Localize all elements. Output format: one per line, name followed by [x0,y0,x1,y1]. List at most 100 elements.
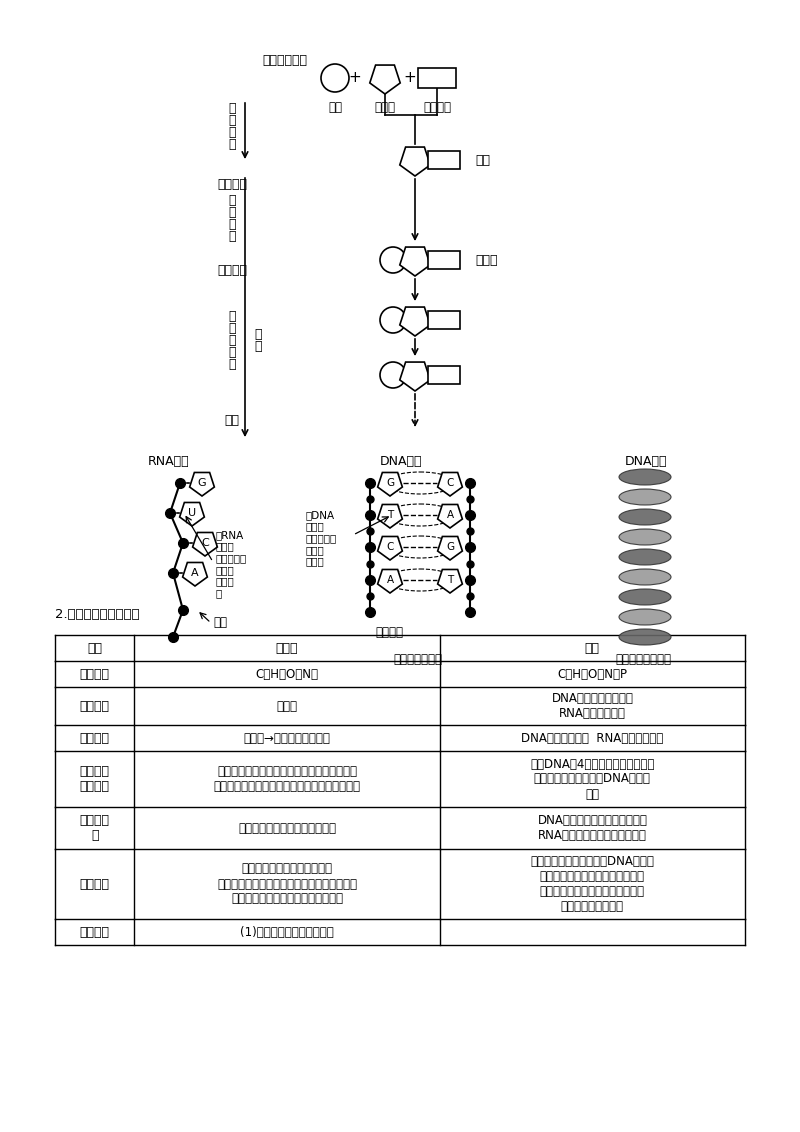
Text: 组成单位: 组成单位 [80,700,110,712]
Bar [418,68,456,88]
Text: 在DNA
中，有
胸腺嘧啶，
而没有
尿嘧啶: 在DNA 中，有 胸腺嘧啶， 而没有 尿嘧啶 [305,511,336,566]
Text: 氨基酸: 氨基酸 [277,700,298,712]
Text: G: G [386,478,394,488]
Text: 分子结构: 分子结构 [80,731,110,745]
Text: 所有的蛋白质都在核糖体上合成: 所有的蛋白质都在核糖体上合成 [238,822,336,834]
Text: 水: 水 [228,206,236,218]
Polygon shape [438,505,462,528]
Text: 基本单位: 基本单位 [217,179,247,191]
Polygon shape [400,307,430,336]
Text: 核酸: 核酸 [585,642,600,654]
Circle shape [380,362,406,388]
Text: 结构蛋白：构成细胞和生物体
功能蛋白：催化、运输、免疫、信息传递和调
节。蛋白质是生命活动的主要承担者: 结构蛋白：构成细胞和生物体 功能蛋白：催化、运输、免疫、信息传递和调 节。蛋白质… [217,863,357,906]
Text: +: + [404,70,416,86]
Text: 分子结构
的多样性: 分子结构 的多样性 [80,765,110,794]
Text: +: + [349,70,362,86]
Text: 构: 构 [254,328,262,342]
Circle shape [321,65,349,92]
Polygon shape [193,532,218,556]
Ellipse shape [619,529,671,544]
Text: 五碳糖: 五碳糖 [374,101,395,114]
Text: DNA分子: DNA分子 [625,455,667,468]
Text: 互: 互 [228,113,236,127]
Text: 核苷: 核苷 [475,154,490,166]
Polygon shape [400,247,430,276]
Text: C、H、O、N等: C、H、O、N等 [255,668,318,680]
Bar [428,151,460,169]
Text: 两: 两 [228,345,236,359]
Ellipse shape [619,469,671,484]
Text: RNA分子: RNA分子 [148,455,190,468]
Text: A: A [191,568,199,578]
Text: 脱氧核糖: 脱氧核糖 [375,626,403,640]
Ellipse shape [619,489,671,505]
Polygon shape [370,65,400,94]
Polygon shape [378,569,402,593]
Text: C: C [446,478,454,488]
Text: C: C [201,538,209,548]
Text: 核苷酸连: 核苷酸连 [217,264,247,276]
Text: T: T [387,511,393,520]
Ellipse shape [619,609,671,625]
Polygon shape [378,505,402,528]
Text: A: A [446,511,454,520]
Text: G: G [198,478,206,488]
Polygon shape [180,503,204,526]
Text: 主要功能: 主要功能 [80,877,110,891]
Text: 条: 条 [228,358,236,370]
Text: 连: 连 [228,126,236,138]
Text: 条: 条 [228,321,236,334]
Text: 相互关系: 相互关系 [80,926,110,938]
Text: 接: 接 [228,137,236,151]
Text: 核酸: 核酸 [225,413,239,427]
Circle shape [380,247,406,273]
Text: 小分子物质：: 小分子物质： [262,53,307,67]
Text: 由于DNA中4种脱氧核苷酸的数量、
序列和比例不同，而使DNA呈现多
样性: 由于DNA中4种脱氧核苷酸的数量、 序列和比例不同，而使DNA呈现多 样性 [530,757,654,800]
Ellipse shape [619,629,671,645]
Circle shape [380,307,406,333]
Text: 类别: 类别 [87,642,102,654]
Text: C、H、O、N、P: C、H、O、N、P [558,668,627,680]
Text: 在RNA
中，有
尿嘧啶，或
而没有
胸腺嘧
啶: 在RNA 中，有 尿嘧啶，或 而没有 胸腺嘧 啶 [215,530,246,598]
Text: 合: 合 [228,230,236,242]
Text: U: U [188,508,196,518]
Text: 一: 一 [228,309,236,323]
Text: 双螺旋结构模式图: 双螺旋结构模式图 [615,653,671,666]
Text: T: T [447,575,453,585]
Text: 脱: 脱 [228,194,236,206]
Bar [428,251,460,269]
Polygon shape [438,537,462,560]
Text: 2.核酸与蛋白质的比较: 2.核酸与蛋白质的比较 [55,609,140,621]
Polygon shape [438,472,462,496]
Text: DNA：脱氧核糖核苷酸
RNA：核糖核苷酸: DNA：脱氧核糖核苷酸 RNA：核糖核苷酸 [551,692,634,720]
Text: 核苷酸: 核苷酸 [475,254,498,266]
Text: 氨基酸→多肽链蛋白质分子: 氨基酸→多肽链蛋白质分子 [243,731,330,745]
Text: 聚: 聚 [228,217,236,231]
Text: 平面结构模式图: 平面结构模式图 [393,653,442,666]
Text: DNA分子: DNA分子 [380,455,422,468]
Text: DNA：主要在细胞核内复制形成
RNA：主要在细胞核内转录形成: DNA：主要在细胞核内复制形成 RNA：主要在细胞核内转录形成 [538,814,647,842]
Text: 形成的场
所: 形成的场 所 [80,814,110,842]
Text: (1)核酸控制蛋白质的合成：: (1)核酸控制蛋白质的合成： [240,926,334,938]
Text: G: G [446,542,454,552]
Ellipse shape [619,589,671,604]
Polygon shape [182,563,207,586]
Text: C: C [386,542,394,552]
Text: 核糖: 核糖 [213,617,227,629]
Text: 蛋白质: 蛋白质 [276,642,298,654]
Polygon shape [378,537,402,560]
Polygon shape [400,147,430,175]
Text: 由于氨基酸的种类、数量和排列顺序不同以及
蛋白质空间结构的不同，蛋白质的种类多种多样: 由于氨基酸的种类、数量和排列顺序不同以及 蛋白质空间结构的不同，蛋白质的种类多种… [214,765,361,794]
Text: DNA：双贺旋结构  RNA：一般是单链: DNA：双贺旋结构 RNA：一般是单链 [522,731,663,745]
Polygon shape [190,472,214,496]
Text: 磷酸: 磷酸 [328,101,342,114]
Text: 含氮碱基: 含氮碱基 [423,101,451,114]
Bar [428,311,460,329]
Text: 相: 相 [228,102,236,114]
Text: 核酸是生物的遗传物质。DNA是主要
的遗传物质，通过复制传递遗传信
息；控制蛋白质合成，使后代表达
出与亲代相似的性状: 核酸是生物的遗传物质。DNA是主要 的遗传物质，通过复制传递遗传信 息；控制蛋白… [530,855,654,914]
Text: 或: 或 [228,334,236,346]
Bar [428,366,460,384]
Text: A: A [386,575,394,585]
Polygon shape [378,472,402,496]
Text: 成: 成 [254,341,262,353]
